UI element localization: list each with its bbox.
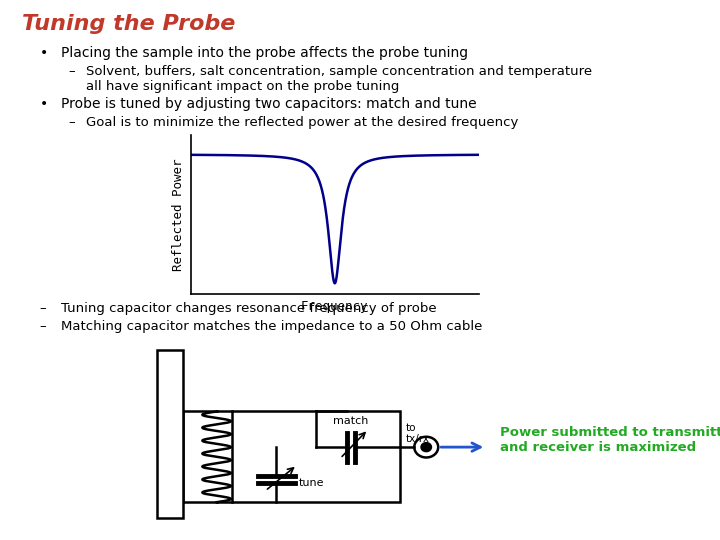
Text: Power submitted to transmitter
and receiver is maximized: Power submitted to transmitter and recei…: [500, 426, 720, 454]
Text: •: •: [40, 97, 48, 111]
Text: Solvent, buffers, salt concentration, sample concentration and temperature: Solvent, buffers, salt concentration, sa…: [86, 65, 593, 78]
Text: –: –: [40, 302, 46, 315]
Text: match: match: [333, 416, 368, 426]
Text: Tuning capacitor changes resonance frequency of probe: Tuning capacitor changes resonance frequ…: [61, 302, 437, 315]
Text: Placing the sample into the probe affects the probe tuning: Placing the sample into the probe affect…: [61, 46, 468, 60]
Text: tx/rx: tx/rx: [405, 434, 430, 444]
Bar: [160, 460, 180, 518]
Y-axis label: Reflected Power: Reflected Power: [172, 158, 185, 271]
Text: •: •: [40, 46, 48, 60]
Bar: [157, 350, 183, 518]
Text: –: –: [68, 65, 75, 78]
Text: Goal is to minimize the reflected power at the desired frequency: Goal is to minimize the reflected power …: [86, 116, 519, 129]
Text: –: –: [68, 116, 75, 129]
Text: to: to: [405, 422, 416, 433]
Text: tune: tune: [299, 478, 325, 488]
Text: Probe is tuned by adjusting two capacitors: match and tune: Probe is tuned by adjusting two capacito…: [61, 97, 477, 111]
X-axis label: Frequency: Frequency: [301, 300, 369, 313]
Text: Matching capacitor matches the impedance to a 50 Ohm cable: Matching capacitor matches the impedance…: [61, 320, 482, 333]
Text: all have significant impact on the probe tuning: all have significant impact on the probe…: [86, 80, 400, 93]
Text: Tuning the Probe: Tuning the Probe: [22, 14, 235, 33]
Bar: [232, 411, 400, 502]
Circle shape: [421, 443, 431, 451]
Text: –: –: [40, 320, 46, 333]
